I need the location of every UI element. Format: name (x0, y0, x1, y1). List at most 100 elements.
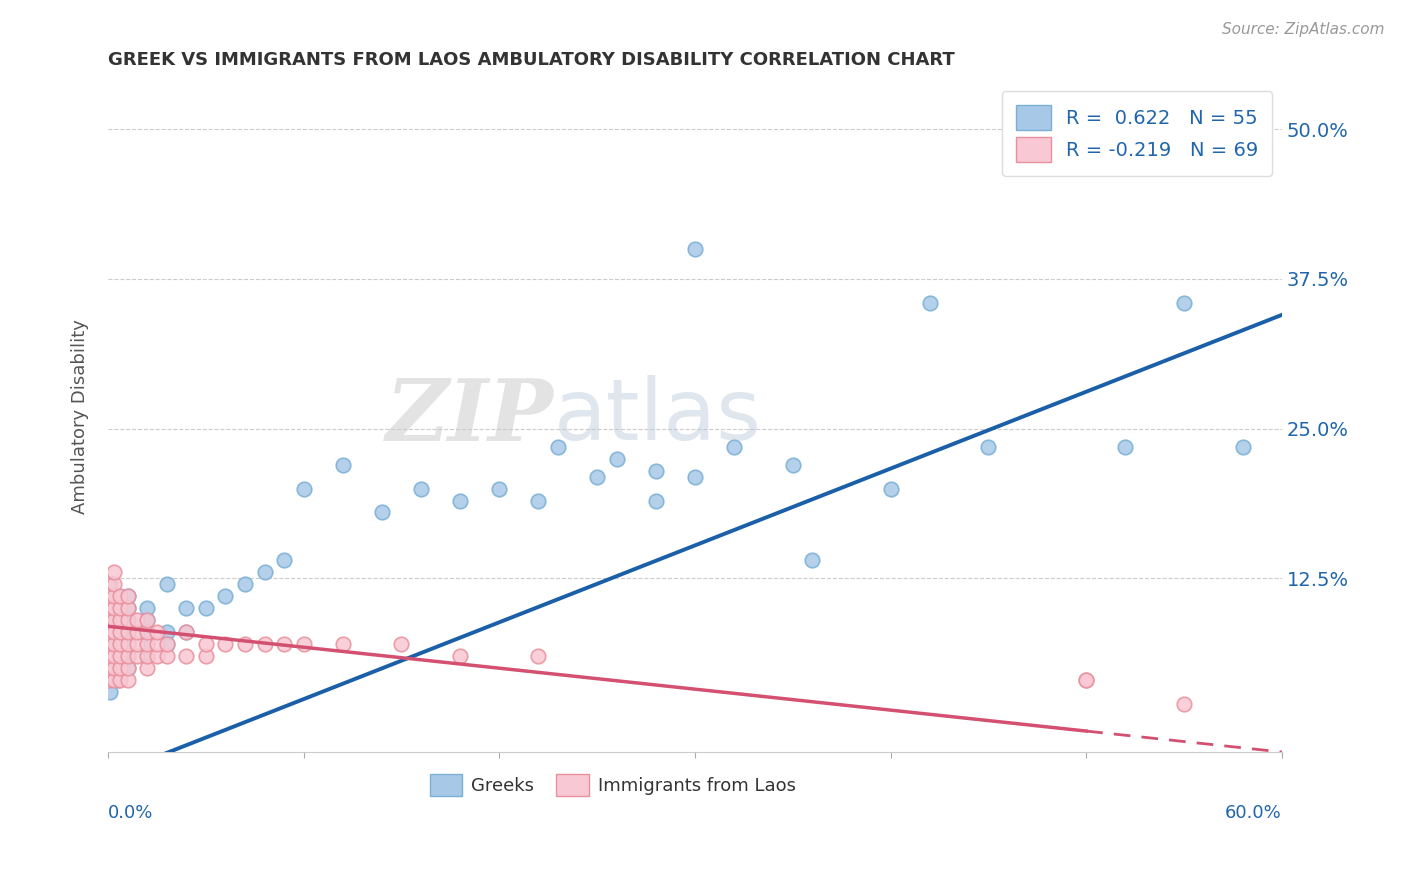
Point (97, 637, 120, 651)
Point (586, 469, 609, 483)
Point (127, 625, 149, 640)
Point (103, 566, 125, 580)
Point (879, 482, 901, 496)
Point (107, 613, 129, 627)
Text: atlas: atlas (554, 376, 762, 458)
Point (103, 590, 125, 604)
Point (107, 590, 129, 604)
Point (292, 637, 315, 651)
Point (103, 637, 125, 651)
Point (117, 649, 139, 664)
Point (98, 661, 121, 675)
Point (108, 673, 131, 688)
Point (127, 613, 149, 627)
Point (371, 506, 394, 520)
Point (97, 590, 120, 604)
Point (1114, 122, 1136, 136)
Point (606, 451, 628, 466)
Point (332, 458, 354, 472)
Point (136, 625, 159, 640)
Point (103, 661, 125, 675)
Point (97, 601, 120, 615)
Point (117, 590, 139, 604)
Point (136, 661, 159, 675)
Point (1076, 673, 1098, 688)
Point (108, 625, 131, 640)
Point (107, 661, 129, 675)
Point (1173, 697, 1195, 711)
Point (174, 625, 197, 640)
Point (136, 649, 159, 664)
Point (332, 637, 354, 651)
Point (97, 637, 120, 651)
Point (136, 637, 159, 651)
Point (136, 601, 159, 615)
Point (644, 464, 666, 478)
Legend: Greeks, Immigrants from Laos: Greeks, Immigrants from Laos (423, 767, 803, 804)
Point (136, 637, 159, 651)
Point (108, 590, 131, 604)
Point (292, 482, 315, 496)
Text: 60.0%: 60.0% (1225, 804, 1282, 822)
Point (527, 649, 550, 664)
Point (156, 625, 179, 640)
Point (273, 553, 295, 567)
Point (449, 493, 471, 508)
Point (117, 661, 139, 675)
Point (103, 649, 125, 664)
Point (103, 601, 125, 615)
Y-axis label: Ambulatory Disability: Ambulatory Disability (72, 319, 89, 514)
Point (801, 553, 824, 567)
Point (214, 637, 236, 651)
Point (97, 649, 120, 664)
Point (103, 673, 125, 688)
Point (253, 637, 276, 651)
Point (136, 649, 159, 664)
Point (146, 637, 169, 651)
Point (97, 577, 120, 591)
Point (108, 637, 131, 651)
Point (1173, 296, 1195, 310)
Point (117, 637, 139, 651)
Point (547, 440, 569, 454)
Point (117, 601, 139, 615)
Point (107, 637, 129, 651)
Point (146, 625, 169, 640)
Point (127, 637, 149, 651)
Point (98, 649, 121, 664)
Point (782, 458, 804, 472)
Point (108, 649, 131, 664)
Point (97, 613, 120, 627)
Point (107, 649, 129, 664)
Point (117, 661, 139, 675)
Point (103, 613, 125, 627)
Point (214, 590, 236, 604)
Point (253, 566, 276, 580)
Point (98, 590, 121, 604)
Point (97, 625, 120, 640)
Point (108, 661, 131, 675)
Point (174, 601, 197, 615)
Point (97, 590, 120, 604)
Point (174, 649, 197, 664)
Point (117, 601, 139, 615)
Point (108, 601, 131, 615)
Point (644, 493, 666, 508)
Point (977, 440, 1000, 454)
Point (194, 637, 217, 651)
Point (488, 482, 510, 496)
Point (97, 613, 120, 627)
Point (136, 613, 159, 627)
Point (194, 601, 217, 615)
Point (98, 577, 121, 591)
Point (527, 493, 550, 508)
Point (1076, 673, 1098, 688)
Point (117, 625, 139, 640)
Point (156, 637, 179, 651)
Point (107, 625, 129, 640)
Point (117, 613, 139, 627)
Point (97, 661, 120, 675)
Point (103, 577, 125, 591)
Point (683, 242, 706, 256)
Point (449, 649, 471, 664)
